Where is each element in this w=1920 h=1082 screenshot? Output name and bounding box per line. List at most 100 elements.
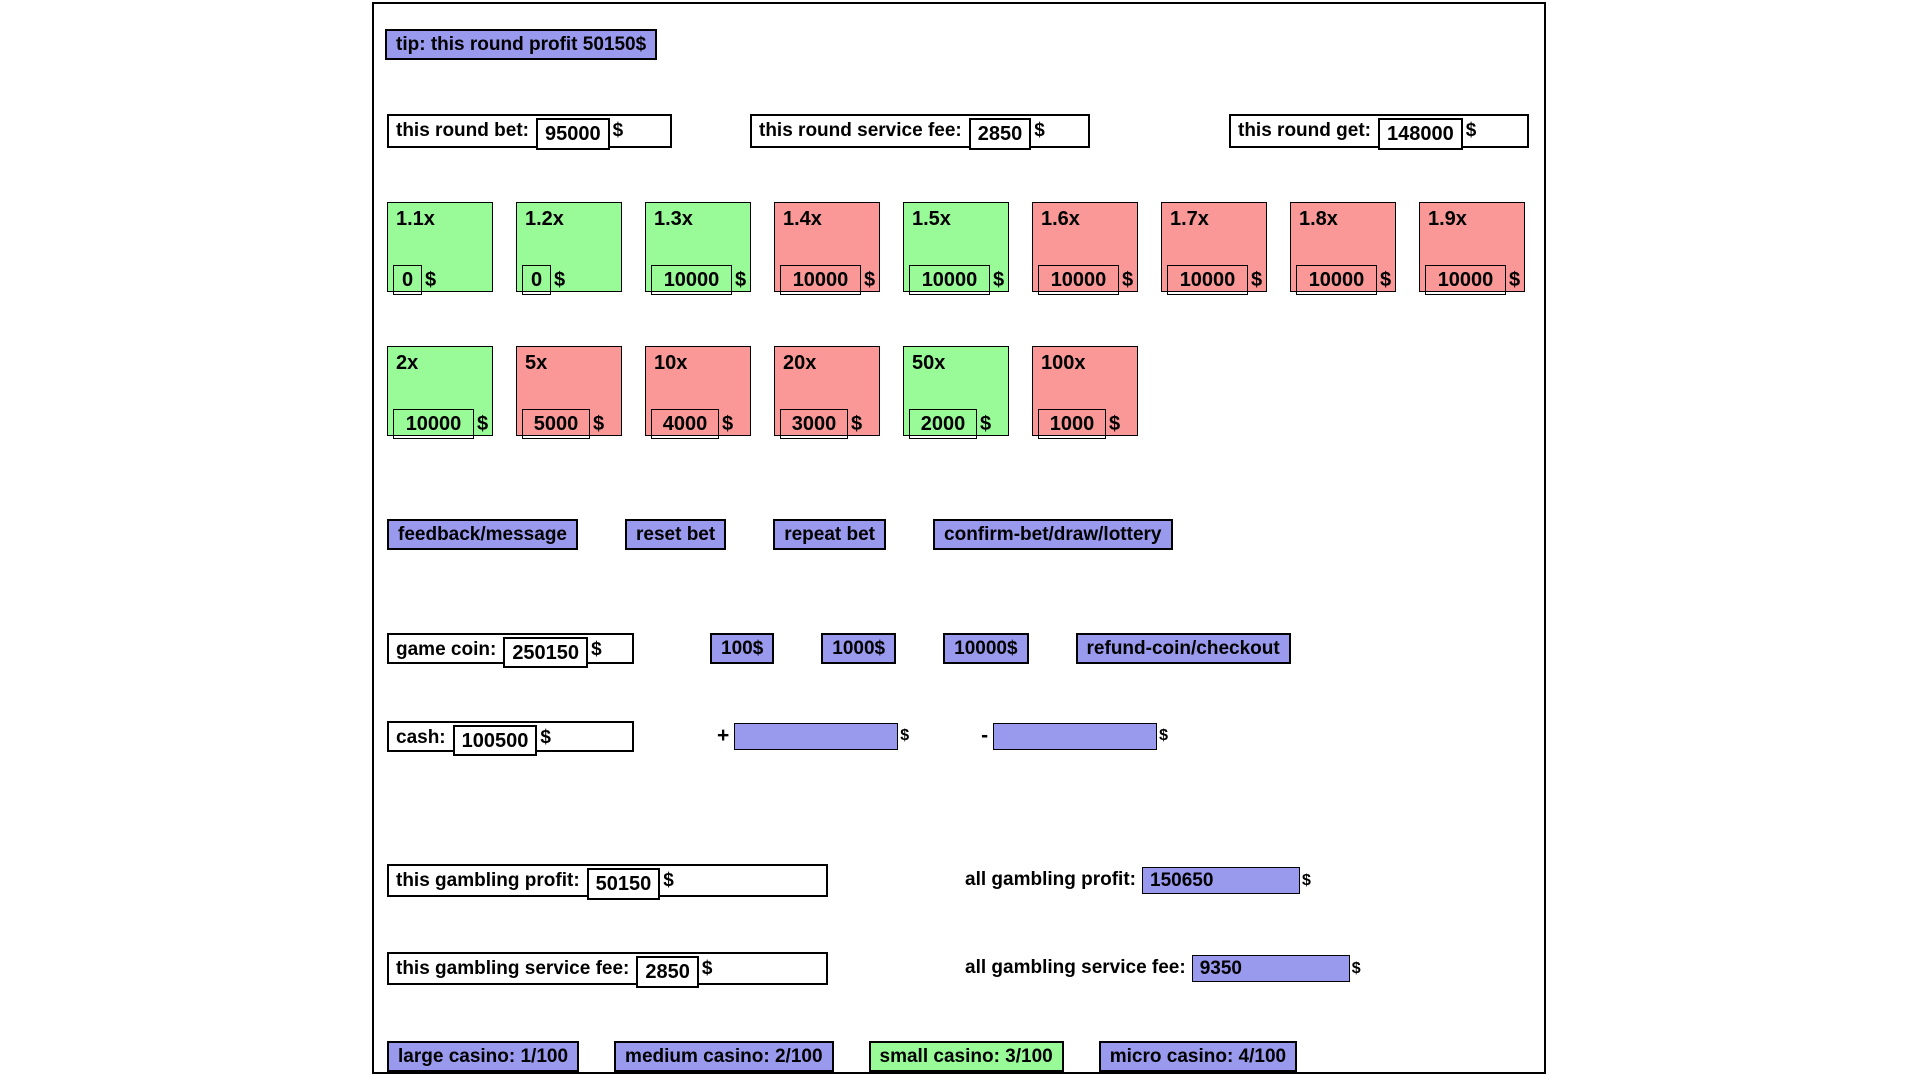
all-gambling-service-fee-label: all gambling service fee: bbox=[965, 957, 1186, 978]
multiplier-label: 1.6x bbox=[1041, 208, 1080, 230]
currency-label: $ bbox=[540, 727, 551, 748]
multiplier-bet-input[interactable]: 1000 bbox=[1038, 409, 1106, 439]
round-bet-input[interactable]: 95000 bbox=[535, 118, 610, 150]
multiplier-label: 100x bbox=[1041, 352, 1086, 374]
minus-sign: - bbox=[981, 724, 989, 747]
cash-input[interactable]: 100500 bbox=[452, 725, 538, 756]
all-gambling-profit-label: all gambling profit: bbox=[965, 869, 1136, 890]
gambling-profit-box: this gambling profit: 50150 $ bbox=[387, 864, 828, 900]
game-coin-label: game coin: bbox=[396, 639, 497, 660]
multiplier-box: 1.9x 10000 $ bbox=[1419, 202, 1525, 295]
casino-button[interactable]: small casino: 3/100 bbox=[868, 1041, 1064, 1072]
cash-label: cash: bbox=[396, 727, 446, 748]
multiplier-bet-input[interactable]: 3000 bbox=[780, 409, 848, 439]
gambling-profit-label: this gambling profit: bbox=[396, 870, 580, 891]
multiplier-row-1: 1.1x 0 $ 1.2x 0 $ 1.3x 10000 $ 1.4x 1000… bbox=[374, 202, 1542, 295]
plus-sign: + bbox=[717, 724, 730, 747]
round-get-label: this round get: bbox=[1238, 120, 1371, 141]
multiplier-label: 1.7x bbox=[1170, 208, 1209, 230]
currency-label: $ bbox=[612, 120, 624, 141]
multiplier-label: 1.3x bbox=[654, 208, 693, 230]
gambling-service-fee-box: this gambling service fee: 2850 $ bbox=[387, 952, 828, 988]
multiplier-bet-input[interactable]: 10000 bbox=[1167, 265, 1248, 295]
currency-label: $ bbox=[1159, 727, 1169, 744]
gambling-service-fee-input[interactable]: 2850 bbox=[636, 956, 699, 988]
all-gambling-service-fee-field[interactable]: 9350 bbox=[1191, 955, 1350, 982]
tip-banner: tip: this round profit 50150$ bbox=[385, 29, 658, 60]
currency-label: $ bbox=[722, 412, 734, 435]
multiplier-label: 5x bbox=[525, 352, 548, 374]
multiplier-bet-input[interactable]: 5000 bbox=[522, 409, 590, 439]
cash-add-group: + $ bbox=[717, 721, 909, 751]
multiplier-box: 1.7x 10000 $ bbox=[1161, 202, 1267, 295]
currency-label: $ bbox=[851, 412, 863, 435]
currency-label: $ bbox=[1465, 120, 1477, 141]
multiplier-bet-input[interactable]: 4000 bbox=[651, 409, 719, 439]
multiplier-bet-input[interactable]: 10000 bbox=[1038, 265, 1119, 295]
round-service-fee-label: this round service fee: bbox=[759, 120, 962, 141]
multiplier-box: 1.1x 0 $ bbox=[387, 202, 493, 295]
round-get-box: this round get: 148000 $ bbox=[1229, 114, 1529, 150]
multiplier-label: 10x bbox=[654, 352, 688, 374]
multiplier-label: 1.8x bbox=[1299, 208, 1338, 230]
multiplier-bet-input[interactable]: 10000 bbox=[909, 265, 990, 295]
coin-amount-button[interactable]: refund-coin/checkout bbox=[1075, 633, 1291, 664]
currency-label: $ bbox=[591, 639, 602, 660]
gambling-service-fee-label: this gambling service fee: bbox=[396, 958, 630, 979]
multiplier-box: 50x 2000 $ bbox=[903, 346, 1009, 439]
multiplier-box: 10x 4000 $ bbox=[645, 346, 751, 439]
currency-label: $ bbox=[1351, 960, 1361, 977]
coin-amount-button[interactable]: 10000$ bbox=[943, 633, 1029, 664]
multiplier-bet-input[interactable]: 2000 bbox=[909, 409, 977, 439]
currency-label: $ bbox=[1509, 268, 1521, 291]
casino-button[interactable]: micro casino: 4/100 bbox=[1098, 1041, 1298, 1072]
action-button[interactable]: feedback/message bbox=[387, 519, 578, 550]
round-service-fee-input[interactable]: 2850 bbox=[968, 118, 1032, 150]
multiplier-bet-input[interactable]: 0 bbox=[393, 265, 422, 295]
casino-button[interactable]: large casino: 1/100 bbox=[387, 1041, 580, 1072]
currency-label: $ bbox=[1122, 268, 1134, 291]
currency-label: $ bbox=[593, 412, 605, 435]
multiplier-bet-input[interactable]: 10000 bbox=[780, 265, 861, 295]
currency-label: $ bbox=[554, 268, 566, 291]
coin-amount-button[interactable]: 1000$ bbox=[821, 633, 897, 664]
cash-add-input[interactable] bbox=[734, 723, 899, 750]
multiplier-label: 1.5x bbox=[912, 208, 951, 230]
currency-label: $ bbox=[735, 268, 747, 291]
currency-label: $ bbox=[1302, 872, 1311, 889]
multiplier-bet-input[interactable]: 10000 bbox=[1296, 265, 1377, 295]
currency-label: $ bbox=[701, 958, 713, 979]
multiplier-label: 2x bbox=[396, 352, 419, 374]
multiplier-box: 1.4x 10000 $ bbox=[774, 202, 880, 295]
multiplier-label: 1.2x bbox=[525, 208, 564, 230]
multiplier-box: 2x 10000 $ bbox=[387, 346, 493, 439]
multiplier-bet-input[interactable]: 10000 bbox=[1425, 265, 1506, 295]
round-get-input[interactable]: 148000 bbox=[1377, 118, 1463, 150]
actions-row: feedback/message reset bet repeat bet confi… bbox=[374, 519, 1542, 550]
all-gambling-profit-field[interactable]: 150650 bbox=[1142, 867, 1300, 894]
multiplier-bet-input[interactable]: 10000 bbox=[651, 265, 732, 295]
currency-label: $ bbox=[980, 412, 992, 435]
casino-button[interactable]: medium casino: 2/100 bbox=[614, 1041, 834, 1072]
multiplier-label: 50x bbox=[912, 352, 946, 374]
action-button[interactable]: confirm-bet/draw/lottery bbox=[933, 519, 1173, 550]
round-bet-box: this round bet: 95000 $ bbox=[387, 114, 672, 150]
multiplier-bet-input[interactable]: 0 bbox=[522, 265, 551, 295]
multiplier-box: 20x 3000 $ bbox=[774, 346, 880, 439]
multiplier-box: 100x 1000 $ bbox=[1032, 346, 1138, 439]
action-button[interactable]: reset bet bbox=[625, 519, 727, 550]
multiplier-box: 1.5x 10000 $ bbox=[903, 202, 1009, 295]
multiplier-box: 1.6x 10000 $ bbox=[1032, 202, 1138, 295]
multiplier-label: 1.9x bbox=[1428, 208, 1467, 230]
multiplier-box: 5x 5000 $ bbox=[516, 346, 622, 439]
multiplier-box: 1.3x 10000 $ bbox=[645, 202, 751, 295]
multiplier-label: 1.1x bbox=[396, 208, 435, 230]
all-gambling-service-fee-group: all gambling service fee: 9350 $ bbox=[965, 952, 1361, 985]
gambling-profit-input[interactable]: 50150 bbox=[586, 868, 661, 900]
game-coin-input[interactable]: 250150 bbox=[503, 637, 589, 668]
cash-box: cash: 100500 $ bbox=[387, 721, 634, 756]
action-button[interactable]: repeat bet bbox=[773, 519, 887, 550]
coin-amount-button[interactable]: 100$ bbox=[710, 633, 775, 664]
multiplier-bet-input[interactable]: 10000 bbox=[393, 409, 474, 439]
cash-subtract-input[interactable] bbox=[993, 723, 1158, 750]
